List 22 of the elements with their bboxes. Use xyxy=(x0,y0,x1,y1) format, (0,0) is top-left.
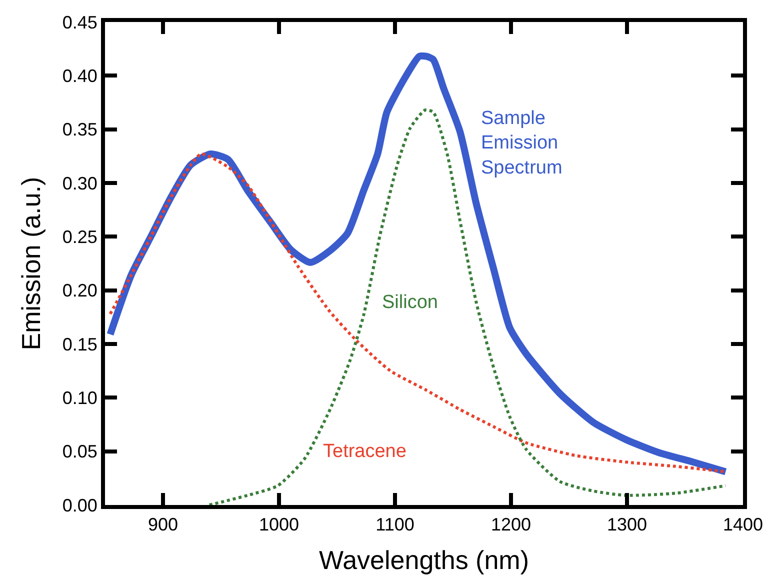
series-label: Silicon xyxy=(382,292,438,313)
y-tick-label: 0.30 xyxy=(62,173,98,194)
text: Tetracene xyxy=(323,441,406,462)
y-tick-label: 0.10 xyxy=(62,388,98,408)
y-tick-label: 0.45 xyxy=(62,12,98,32)
x-tick-label: 1100 xyxy=(376,514,414,535)
x-tick-label: 1300 xyxy=(606,514,648,535)
y-tick-label: 0.00 xyxy=(62,495,98,516)
y-tick-label: 0.40 xyxy=(62,66,98,86)
y-axis-title: Emission (a.u.) xyxy=(16,176,46,350)
y-tick-label: 0.35 xyxy=(62,120,98,140)
line-series xyxy=(208,108,728,505)
x-tick-label: 1000 xyxy=(258,514,300,535)
x-tick-label: 900 xyxy=(148,514,178,535)
x-tick-label: 1400 xyxy=(722,514,764,535)
x-axis-title: Wavelengths (nm) xyxy=(319,545,529,575)
y-tick-label: 0.20 xyxy=(62,280,98,301)
series-label: Sample Emission Spectrum xyxy=(481,108,562,178)
y-tick-label: 0.05 xyxy=(62,442,98,462)
y-tick-label: 0.15 xyxy=(62,334,98,354)
y-tick-label: 0.25 xyxy=(62,226,98,247)
x-tick-label: 1200 xyxy=(490,514,532,535)
